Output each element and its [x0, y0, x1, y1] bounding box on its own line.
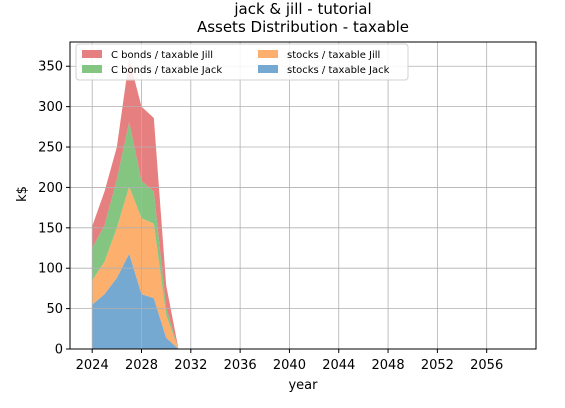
x-tick-label-5: 2044	[322, 358, 355, 373]
y-tick-label-3: 150	[38, 221, 63, 236]
area-series-0	[92, 253, 179, 349]
legend-box	[75, 43, 409, 81]
plot-frame	[69, 41, 537, 350]
legend-swatch-2	[82, 65, 102, 73]
x-tick-label-6: 2048	[372, 358, 405, 373]
plot-area: 2024 2028 2032 2036 2040 2044 2048 2052 2056 0 50 1…	[38, 41, 537, 373]
x-tick-label-4: 2040	[273, 358, 306, 373]
y-tick-label-4: 200	[38, 181, 63, 196]
legend-label-2: C bonds / taxable Jack	[111, 65, 222, 76]
x-tick-label-2: 2032	[174, 358, 207, 373]
y-tick-label-5: 250	[38, 141, 63, 156]
y-axis-label: k$	[15, 186, 30, 202]
chart-title-line-1: jack & jill - tutorial	[233, 0, 371, 18]
x-tick-label-1: 2028	[125, 358, 158, 373]
legend-swatch-0	[258, 65, 278, 73]
area-series-3	[92, 58, 179, 349]
x-tick-label-7: 2052	[421, 358, 454, 373]
x-tick-label-0: 2024	[76, 358, 109, 373]
x-axis-label: year	[288, 378, 318, 393]
legend-label-0: stocks / taxable Jack	[287, 65, 390, 76]
area-series-1	[92, 186, 179, 349]
legend: C bonds / taxable Jill C bonds / taxable …	[75, 43, 409, 81]
area-series-2	[92, 121, 179, 349]
legend-label-1: stocks / taxable Jill	[287, 50, 380, 61]
x-tick-label-8: 2056	[470, 358, 503, 373]
legend-label-3: C bonds / taxable Jill	[111, 50, 213, 61]
y-tick-label-1: 50	[46, 302, 63, 317]
y-tick-label-0: 0	[55, 343, 63, 358]
x-tick-label-3: 2036	[224, 358, 257, 373]
legend-swatch-3	[82, 50, 102, 58]
y-tick-label-6: 300	[38, 100, 63, 115]
y-tick-label-7: 350	[38, 60, 63, 75]
y-tick-label-2: 100	[38, 262, 63, 277]
chart-title-line-2: Assets Distribution - taxable	[197, 18, 409, 36]
legend-swatch-1	[258, 50, 278, 58]
